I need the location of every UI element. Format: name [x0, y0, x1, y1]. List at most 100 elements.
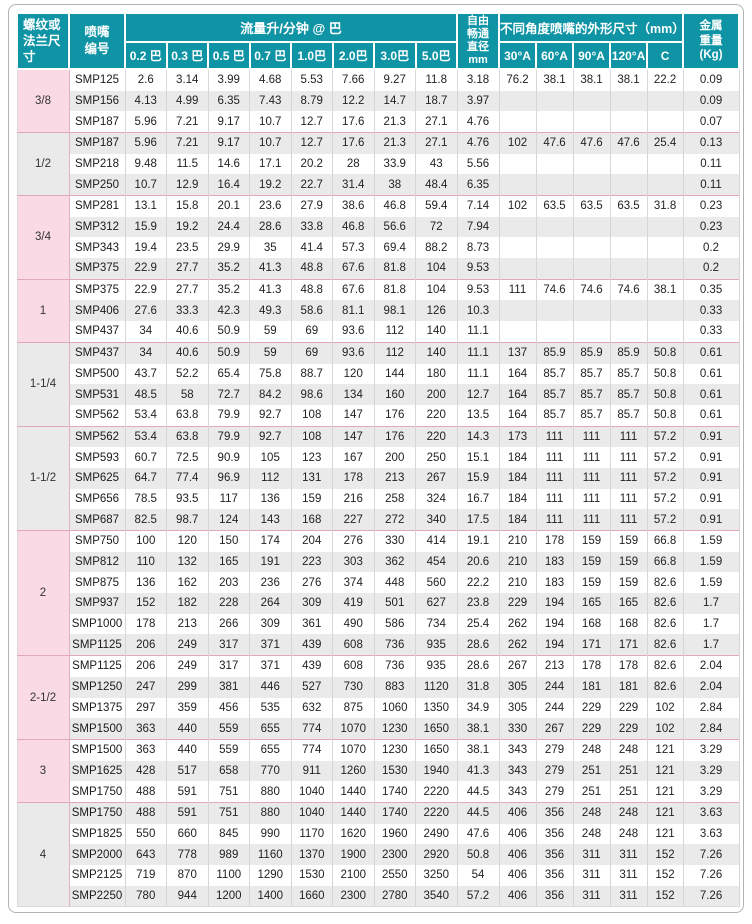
flow-cell: 989 [207, 844, 250, 865]
flow-cell: 104 [415, 278, 458, 301]
table-row: SMP2125 719 870 1100 1290 1530 2100 2550 3250 54 4… [17, 865, 740, 886]
weight-cell: 0.91 [682, 488, 740, 510]
nozzle-model-cell: SMP250 [68, 174, 126, 196]
table-row: SMP187 5.96 7.21 9.17 10.7 12.7 17.6 21.3 27.1 4.… [17, 111, 740, 133]
flow-cell: 84.2 [249, 384, 292, 405]
dimension-cell: 262 [498, 634, 537, 656]
weight-cell: 0.91 [682, 425, 740, 448]
dimension-cell: 47.6 [535, 131, 574, 154]
flow-cell: 69 [290, 321, 333, 343]
flow-cell: 550 [124, 823, 167, 845]
dimension-cell: 111 [535, 425, 574, 448]
dimension-cell: 343 [498, 760, 537, 782]
flow-cell: 38 [373, 174, 416, 196]
dimension-cell [646, 153, 684, 175]
flow-cell: 1170 [290, 823, 333, 845]
table-row: SMP812 110 132 165 191 223 303 362 454 20.6 210 183… [17, 551, 740, 573]
flow-cell: 719 [124, 865, 167, 886]
dimension-cell [572, 216, 611, 238]
flow-cell: 31.4 [332, 174, 375, 196]
flow-cell: 266 [207, 613, 250, 635]
flow-cell: 2100 [332, 865, 375, 886]
flow-cell: 1960 [373, 823, 416, 845]
dimension-cell: 102 [498, 194, 537, 217]
dimension-cell [609, 300, 648, 322]
dimension-cell: 267 [498, 655, 537, 677]
flow-cell: 911 [290, 760, 333, 782]
dimension-cell: 210 [498, 572, 537, 594]
flow-cell: 178 [332, 467, 375, 489]
dimension-cell: 248 [609, 801, 648, 824]
dimension-cell: 251 [609, 781, 648, 803]
flow-cell: 20.2 [290, 153, 333, 175]
weight-cell: 3.63 [682, 801, 740, 824]
weight-cell: 0.23 [682, 216, 740, 238]
flow-cell: 12.7 [290, 131, 333, 154]
catalog-table-frame: 螺纹或 法兰尺 寸 喷嘴 编号 流量升/分钟 @ 巴 自由 畅通 直径 mm 不… [8, 4, 744, 913]
header-angle-c: C [646, 41, 685, 70]
flow-cell: 303 [332, 551, 375, 573]
dimension-cell: 50.8 [646, 341, 684, 364]
size-group-cell: 2-1/2 [17, 655, 70, 740]
dimension-cell: 85.7 [609, 404, 648, 427]
table-row: SMP1375 297 359 456 535 632 875 1060 1350 34.9 305… [17, 697, 740, 719]
table-row: SMP625 64.7 77.4 96.9 112 131 178 213 267 15.9 184… [17, 467, 740, 489]
dimension-cell [609, 174, 648, 196]
flow-cell: 17.6 [332, 111, 375, 133]
dimension-cell: 111 [572, 509, 611, 531]
nozzle-model-cell: SMP2000 [68, 844, 126, 865]
free-passage-cell: 5.56 [456, 153, 500, 175]
table-row: SMP875 136 162 203 236 276 374 448 560 22.2 210 183… [17, 572, 740, 594]
flow-cell: 124 [207, 509, 250, 531]
dimension-cell: 111 [535, 467, 574, 489]
dimension-cell: 111 [572, 488, 611, 510]
flow-cell: 65.4 [207, 363, 250, 385]
weight-cell: 0.61 [682, 384, 740, 405]
table-row: SMP1625 428 517 658 770 911 1260 1530 1940 41.3 34… [17, 760, 740, 782]
flow-cell: 22.9 [124, 278, 167, 301]
dimension-cell [498, 300, 537, 322]
table-row: SMP687 82.5 98.7 124 143 168 227 272 340 17.5 184 1… [17, 509, 740, 531]
flow-cell: 1740 [373, 801, 416, 824]
flow-cell: 6.35 [207, 90, 250, 112]
flow-cell: 559 [207, 718, 250, 740]
flow-cell: 108 [290, 404, 333, 427]
flow-cell: 419 [332, 593, 375, 614]
dimension-cell: 406 [498, 844, 537, 865]
dimension-cell: 85.7 [535, 384, 574, 405]
flow-cell: 454 [415, 551, 458, 573]
flow-cell: 780 [124, 885, 167, 907]
weight-cell: 0.91 [682, 509, 740, 531]
free-passage-cell: 14.3 [456, 425, 500, 448]
flow-cell: 15.8 [166, 194, 209, 217]
flow-cell: 655 [249, 718, 292, 740]
flow-cell: 67.6 [332, 258, 375, 280]
dimension-cell: 66.8 [646, 529, 684, 552]
header-angle-90: 90°A [572, 41, 612, 70]
flow-cell: 79.9 [207, 425, 250, 448]
flow-cell: 374 [332, 572, 375, 594]
flow-cell: 2920 [415, 844, 458, 865]
table-body: 3/8 SMP125 2.6 3.14 3.99 4.68 5.53 7.66 9.27 11.8… [17, 68, 740, 907]
dimension-cell: 178 [535, 529, 574, 552]
flow-cell: 176 [373, 404, 416, 427]
flow-cell: 1040 [290, 801, 333, 824]
flow-cell: 935 [415, 655, 458, 677]
flow-cell: 67.6 [332, 278, 375, 301]
flow-cell: 608 [332, 634, 375, 656]
flow-cell: 78.5 [124, 488, 167, 510]
dimension-cell: 229 [498, 593, 537, 614]
table-row: SMP218 9.48 11.5 14.6 17.1 20.2 28 33.9 43 5.56 0.… [17, 153, 740, 175]
dimension-cell [572, 300, 611, 322]
dimension-cell: 171 [609, 634, 648, 656]
flow-cell: 48.5 [124, 384, 167, 405]
weight-cell: 2.84 [682, 697, 740, 719]
flow-cell: 182 [166, 593, 209, 614]
flow-cell: 77.4 [166, 467, 209, 489]
free-passage-cell: 38.1 [456, 718, 500, 740]
dimension-cell: 406 [498, 823, 537, 845]
header-metal-weight: 金属 重量 (Kg) [682, 12, 741, 70]
dimension-cell: 279 [535, 781, 574, 803]
dimension-cell [609, 90, 648, 112]
dimension-cell: 184 [498, 447, 537, 468]
